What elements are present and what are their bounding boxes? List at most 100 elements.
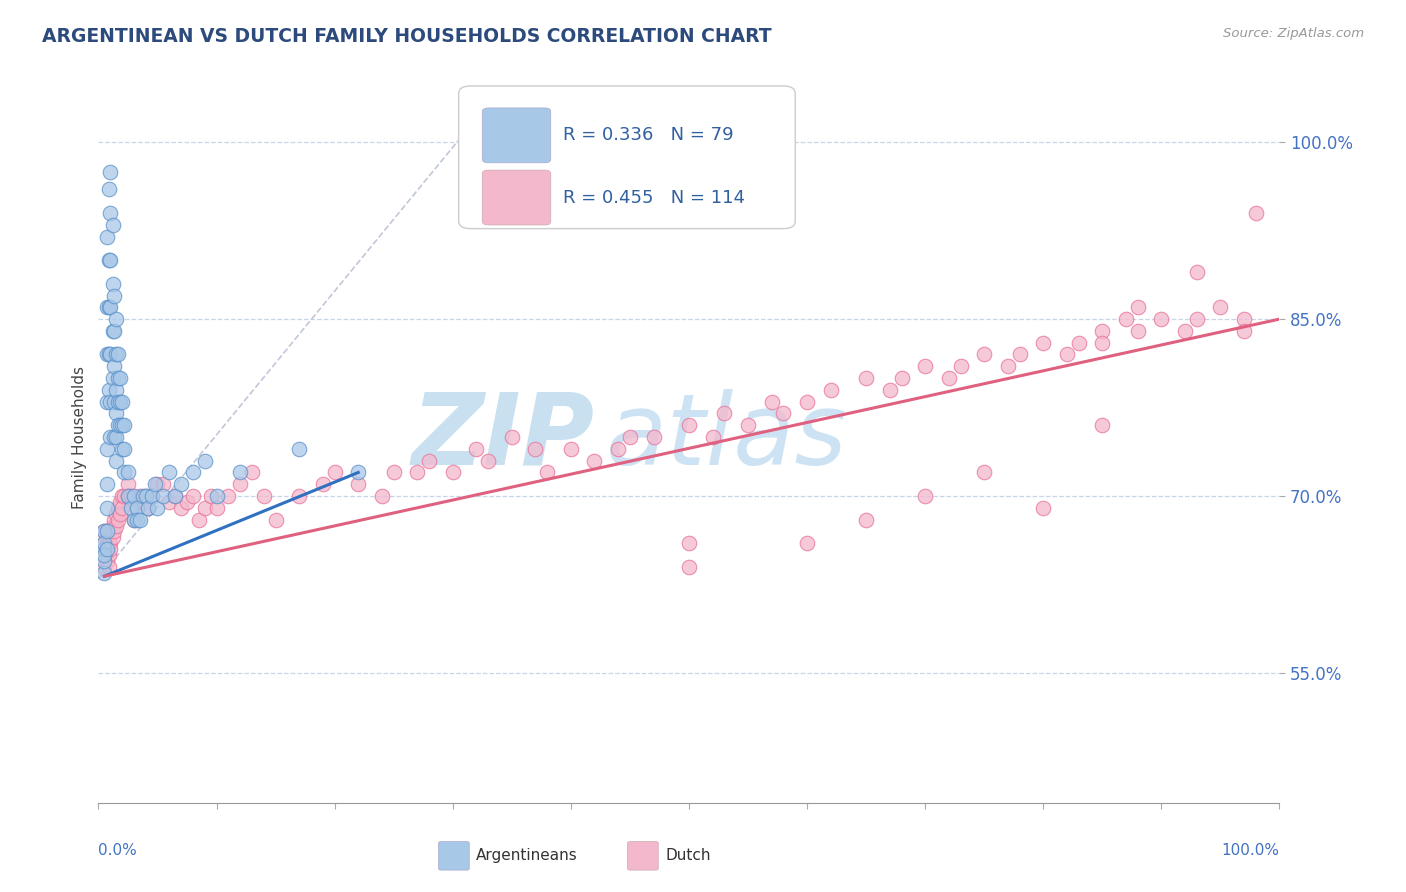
- Point: [194, 453, 217, 467]
- Point: [111, 394, 134, 409]
- Point: [501, 430, 523, 444]
- Point: [101, 518, 124, 533]
- Point: [1185, 312, 1208, 326]
- Text: R = 0.336   N = 79: R = 0.336 N = 79: [562, 127, 733, 145]
- Point: [108, 418, 131, 433]
- Point: [181, 489, 204, 503]
- Point: [98, 206, 121, 220]
- Point: [796, 394, 818, 409]
- Point: [98, 253, 121, 268]
- Point: [1126, 301, 1149, 315]
- Point: [98, 394, 121, 409]
- Point: [107, 371, 129, 385]
- Point: [127, 500, 149, 515]
- Point: [98, 383, 121, 397]
- Y-axis label: Family Households: Family Households: [72, 366, 87, 508]
- Point: [205, 500, 228, 515]
- Point: [170, 500, 193, 515]
- Point: [128, 489, 150, 503]
- Point: [96, 554, 118, 568]
- Point: [152, 477, 174, 491]
- Point: [187, 513, 209, 527]
- Point: [96, 477, 118, 491]
- Point: [117, 466, 139, 480]
- Point: [382, 466, 405, 480]
- Point: [1091, 418, 1114, 433]
- Text: atlas: atlas: [606, 389, 848, 485]
- Point: [96, 524, 118, 539]
- Point: [105, 430, 128, 444]
- Point: [141, 489, 163, 503]
- Point: [737, 418, 759, 433]
- Point: [96, 394, 118, 409]
- Point: [418, 453, 440, 467]
- Point: [229, 477, 252, 491]
- Point: [146, 500, 169, 515]
- Point: [855, 371, 877, 385]
- Point: [713, 407, 735, 421]
- Point: [93, 566, 115, 580]
- Point: [997, 359, 1019, 374]
- Point: [152, 489, 174, 503]
- Point: [194, 500, 217, 515]
- Point: [135, 489, 157, 503]
- Point: [132, 495, 155, 509]
- Text: Source: ZipAtlas.com: Source: ZipAtlas.com: [1223, 27, 1364, 40]
- Point: [117, 477, 139, 491]
- Point: [117, 489, 139, 503]
- Text: Argentineans: Argentineans: [477, 848, 578, 863]
- Point: [111, 418, 134, 433]
- Point: [98, 542, 121, 557]
- Point: [441, 466, 464, 480]
- Point: [96, 542, 118, 557]
- Point: [112, 466, 135, 480]
- Text: ARGENTINEAN VS DUTCH FAMILY HOUSEHOLDS CORRELATION CHART: ARGENTINEAN VS DUTCH FAMILY HOUSEHOLDS C…: [42, 27, 772, 45]
- FancyBboxPatch shape: [458, 86, 796, 228]
- Point: [122, 513, 145, 527]
- Point: [105, 347, 128, 361]
- Point: [101, 324, 124, 338]
- FancyBboxPatch shape: [482, 108, 551, 163]
- Point: [560, 442, 582, 456]
- Point: [643, 430, 665, 444]
- Text: R = 0.455   N = 114: R = 0.455 N = 114: [562, 188, 745, 207]
- Point: [1032, 500, 1054, 515]
- Point: [1091, 324, 1114, 338]
- Point: [678, 559, 700, 574]
- Point: [103, 524, 125, 539]
- Point: [127, 513, 149, 527]
- Point: [477, 453, 499, 467]
- Point: [107, 347, 129, 361]
- Point: [973, 347, 995, 361]
- Point: [1126, 324, 1149, 338]
- Point: [98, 347, 121, 361]
- Point: [855, 513, 877, 527]
- Point: [1032, 335, 1054, 350]
- Point: [949, 359, 972, 374]
- Point: [93, 548, 115, 562]
- Point: [1233, 312, 1256, 326]
- Point: [938, 371, 960, 385]
- Point: [121, 500, 143, 515]
- Point: [1185, 265, 1208, 279]
- Point: [98, 347, 121, 361]
- Point: [607, 442, 630, 456]
- Point: [98, 559, 121, 574]
- Point: [111, 489, 134, 503]
- Point: [1174, 324, 1197, 338]
- Point: [103, 288, 125, 302]
- Point: [98, 548, 121, 562]
- Point: [93, 542, 115, 557]
- Point: [96, 542, 118, 557]
- Point: [165, 489, 187, 503]
- Point: [111, 442, 134, 456]
- Point: [105, 383, 128, 397]
- Point: [465, 442, 488, 456]
- Point: [101, 371, 124, 385]
- Point: [583, 453, 606, 467]
- Point: [406, 466, 429, 480]
- Point: [98, 536, 121, 550]
- Text: 100.0%: 100.0%: [1222, 843, 1279, 858]
- Point: [93, 524, 115, 539]
- Point: [107, 418, 129, 433]
